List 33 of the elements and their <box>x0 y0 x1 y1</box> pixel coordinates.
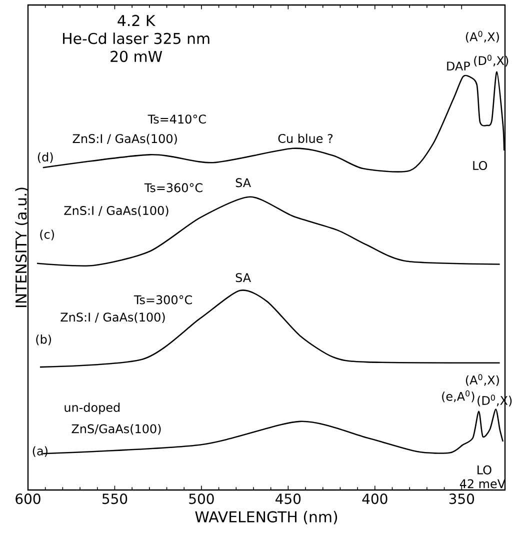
x-tick-label: 500 <box>189 494 214 504</box>
x-tick-label: 550 <box>102 494 128 504</box>
annotation: ZnS:I / GaAs(100) <box>60 312 165 324</box>
annotation: SA <box>236 178 251 188</box>
annotation: (a) <box>32 446 48 457</box>
annotation: (c) <box>40 230 54 240</box>
x-tick-label: 400 <box>362 494 388 504</box>
annotation: Ts=360°C <box>144 183 202 192</box>
annotation: ZnS/GaAs(100) <box>72 424 161 435</box>
x-tick-label: 600 <box>16 494 40 504</box>
annotation: 42 meV <box>460 479 506 488</box>
text: (A$^{0}$,X) <box>466 30 499 43</box>
text: DAP <box>447 62 470 70</box>
text: He-Cd laser 325 nm <box>63 32 210 44</box>
annotation: (b) <box>36 334 52 346</box>
annotation: Ts=300°C <box>134 295 192 304</box>
x-tick-label: 450 <box>276 494 301 504</box>
annotation: ZnS:I / GaAs(100) <box>72 134 177 145</box>
annotation: un-doped <box>64 402 120 414</box>
y-axis-title: INTENSITY (a.u.) <box>15 188 28 308</box>
text: 20 mW <box>110 50 162 62</box>
annotation: (A$^{0}$,X) <box>466 374 499 386</box>
text: 4.2 K <box>118 14 156 26</box>
annotation: Cu blue ? <box>278 134 333 143</box>
x-tick-label: 350 <box>449 494 474 504</box>
x-axis-title: WAVELENGTH (nm) <box>195 510 338 524</box>
annotation: Ts=410°C <box>148 114 206 124</box>
annotation: (d) <box>38 152 53 163</box>
annotation: SA <box>236 273 251 282</box>
annotation: LO <box>473 161 488 170</box>
annotation: ZnS:I / GaAs(100) <box>64 206 168 216</box>
annotation: LO <box>478 465 492 474</box>
annotation: (e,A$^{0}$) <box>442 390 474 402</box>
